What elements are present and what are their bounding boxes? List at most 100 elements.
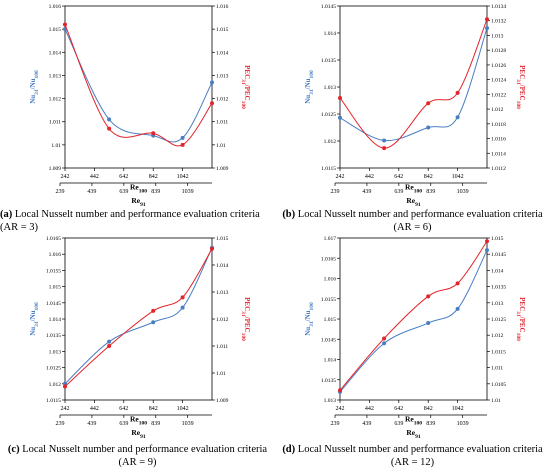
nu-ratio-line-d — [339, 249, 488, 393]
caption-c-label: (c) — [7, 444, 20, 455]
x-bottom-axis-label-b: Re100 — [405, 183, 422, 195]
y-left-tick-label-b: 1.0145 — [321, 4, 336, 10]
y-left-tick-label-d: 1.0155 — [321, 297, 336, 303]
y-left-tick-label-c: 1.015 — [49, 285, 62, 291]
y-left-tick-label-b: 1.0135 — [321, 58, 336, 64]
y-left-axis-label-b: Nu31/Nu100 — [304, 70, 315, 104]
pec-ratio-line-a — [64, 24, 213, 147]
pec-ratio-point-d — [485, 239, 489, 244]
y-right-axis-label-sub2-b: 100 — [515, 101, 521, 110]
pec-ratio-point-a — [151, 131, 156, 136]
x-bottom-axis-label-a: Re100 — [130, 183, 147, 195]
y-right-tick-label-d: 1.011 — [491, 366, 503, 372]
pec-ratio-point-b — [485, 17, 489, 22]
caption-d-text: Local Nusselt number and performance eva… — [297, 444, 543, 468]
x-secondary-axis-label-d: Re91 — [406, 428, 421, 440]
y-right-tick-label-b: 1.0112 — [491, 166, 506, 172]
x-bottom-tick-label-b: 242 — [336, 174, 345, 180]
x-secondary-tick-label-a: 1039 — [182, 189, 194, 195]
pec-ratio-line-c — [64, 248, 213, 387]
x-bottom-tick-label-c: 842 — [149, 406, 158, 412]
y-right-axis-label-sub2-c: 100 — [240, 333, 246, 342]
nu-ratio-point-b — [382, 138, 387, 143]
x-bottom-tick-label-a: 242 — [61, 174, 70, 180]
y-right-axis-label-sub2-a: 100 — [240, 101, 246, 110]
x-bottom-axis-label-sub-b: 100 — [414, 189, 423, 195]
y-left-tick-label-d: 1.017 — [324, 236, 337, 242]
x-secondary-tick-label-b: 639 — [394, 189, 403, 195]
x-bottom-axis-label-sub-d: 100 — [414, 421, 423, 427]
y-right-tick-label-b: 1.0118 — [491, 122, 506, 128]
x-secondary-tick-label-d: 439 — [362, 421, 371, 427]
y-right-axis-label-a: PEC31/PEC100 — [240, 65, 251, 109]
y-right-tick-label-a: 1.011 — [216, 120, 228, 126]
x-bottom-tick-label-d: 442 — [365, 406, 374, 412]
caption-a-text: Local Nusselt number and performance eva… — [0, 209, 260, 233]
x-secondary-axis-label-a: Re91 — [131, 196, 146, 208]
y-left-tick-label-a: 1.01 — [51, 143, 61, 149]
y-left-tick-label-c: 1.016 — [49, 252, 62, 258]
x-secondary-tick-label-b: 439 — [362, 189, 371, 195]
y-right-tick-label-d: 1.0115 — [491, 349, 506, 355]
y-right-tick-label-c: 1.011 — [216, 344, 228, 350]
pec-ratio-point-d — [382, 336, 387, 341]
x-secondary-tick-label-a: 239 — [56, 189, 65, 195]
y-right-axis-label-sub1-d: 31 — [515, 311, 521, 317]
plot-frame-a — [64, 5, 213, 169]
x-secondary-tick-label-c: 639 — [119, 421, 128, 427]
y-right-tick-label-b: 1.013 — [491, 33, 504, 39]
nu-ratio-point-d — [455, 306, 460, 311]
y-left-tick-label-a: 1.015 — [49, 27, 62, 33]
nu-ratio-point-b — [455, 115, 460, 120]
nu-ratio-point-d — [382, 341, 387, 346]
y-left-tick-label-c: 1.0165 — [46, 236, 61, 242]
y-right-tick-label-d: 1.01 — [491, 398, 501, 404]
pec-ratio-point-c — [151, 308, 156, 313]
y-left-tick-label-c: 1.0135 — [46, 333, 61, 339]
chart-b: 242 442 642 842 1042 239 439 639 839 1039 Re91Re10… — [304, 4, 526, 208]
x-bottom-tick-label-c: 242 — [61, 406, 70, 412]
y-left-axis-label-sub2-d: 100 — [309, 302, 315, 311]
y-left-tick-label-d: 1.0165 — [321, 256, 336, 262]
x-bottom-axis-label-sub-c: 100 — [139, 421, 148, 427]
y-right-axis-label-c: PEC31/PEC100 — [240, 297, 251, 341]
y-right-tick-label-d: 1.014 — [491, 268, 504, 274]
plot-frame-c — [64, 237, 213, 401]
y-left-tick-label-a: 1.009 — [49, 166, 62, 172]
y-left-tick-label-d: 1.0135 — [321, 378, 336, 384]
y-left-axis-label-sub1-d: 31 — [309, 321, 315, 327]
y-right-tick-label-a: 1.015 — [216, 27, 229, 33]
pec-ratio-line-b — [339, 19, 488, 149]
x-bottom-tick-label-b: 642 — [394, 174, 403, 180]
y-right-tick-label-b: 1.0128 — [491, 48, 506, 54]
y-left-tick-label-a: 1.014 — [49, 50, 62, 56]
y-right-tick-label-b: 1.0132 — [491, 19, 506, 25]
nu-ratio-point-c — [151, 320, 156, 325]
y-left-axis-label-sub1-c: 31 — [34, 321, 40, 327]
y-right-tick-label-c: 1.014 — [216, 263, 229, 269]
pec-ratio-point-b — [455, 90, 460, 95]
x-secondary-tick-label-d: 839 — [426, 421, 435, 427]
nu-ratio-point-c — [107, 339, 112, 344]
x-bottom-tick-label-b: 1042 — [452, 174, 464, 180]
nu-ratio-point-d — [485, 248, 489, 253]
x-secondary-axis-label-sub-d: 91 — [415, 434, 421, 440]
y-left-tick-label-d: 1.015 — [324, 317, 337, 323]
y-left-axis-label-slash-c: /Nu — [29, 310, 37, 322]
y-right-axis-label-sub1-c: 31 — [240, 311, 246, 317]
y-left-axis-label-sub2-a: 100 — [34, 70, 40, 79]
x-secondary-axis-label-b: Re91 — [406, 196, 421, 208]
x-bottom-tick-label-d: 242 — [336, 406, 345, 412]
x-bottom-tick-label-b: 442 — [365, 174, 374, 180]
x-bottom-axis-label-c: Re100 — [130, 415, 147, 427]
y-right-tick-label-c: 1.012 — [216, 317, 229, 323]
y-right-tick-label-a: 1.009 — [216, 166, 229, 172]
nu-ratio-line-b — [339, 27, 488, 142]
y-right-tick-label-b: 1.0134 — [491, 4, 506, 10]
y-right-tick-label-b: 1.012 — [491, 107, 504, 113]
y-left-tick-label-b: 1.0125 — [321, 112, 336, 118]
pec-ratio-point-c — [180, 295, 185, 300]
y-right-axis-label-sub2-d: 100 — [515, 333, 521, 342]
y-right-tick-label-c: 1.015 — [216, 236, 229, 242]
pec-ratio-point-b — [382, 146, 387, 151]
